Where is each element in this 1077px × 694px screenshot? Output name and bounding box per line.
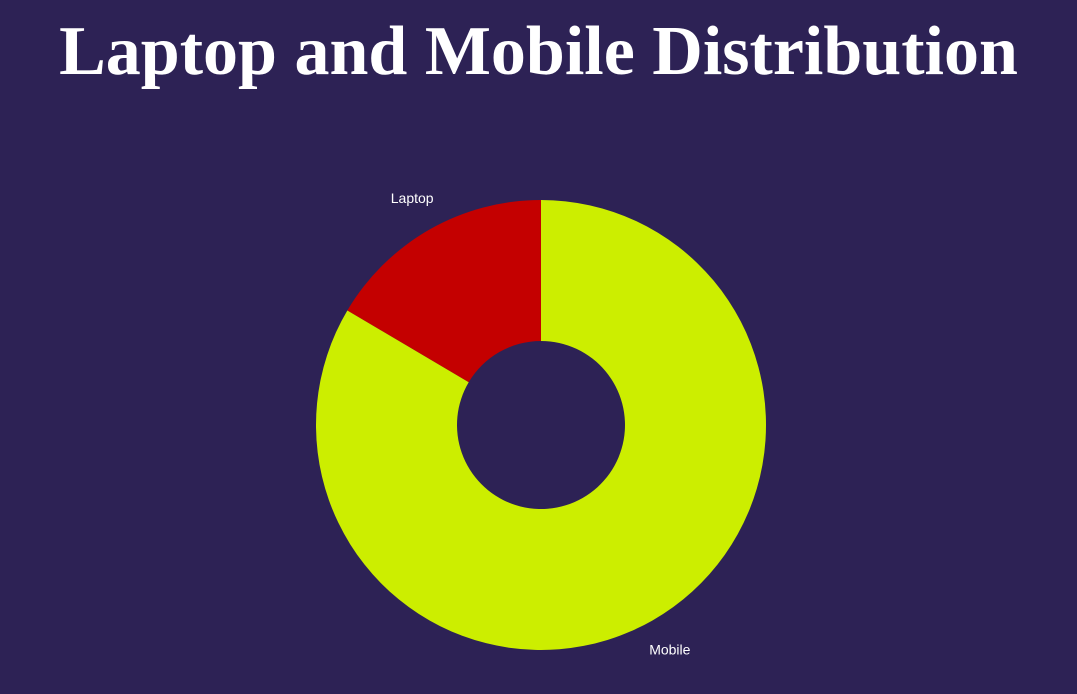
slice-laptop xyxy=(347,200,541,383)
slice-label-mobile: Mobile xyxy=(649,642,690,658)
slice-labels: Laptop Mobile xyxy=(391,190,691,658)
slice-mobile xyxy=(316,199,766,650)
donut-slices xyxy=(316,199,766,650)
chart-title: Laptop and Mobile Distribution xyxy=(59,13,1018,90)
slice-label-laptop: Laptop xyxy=(391,190,434,206)
